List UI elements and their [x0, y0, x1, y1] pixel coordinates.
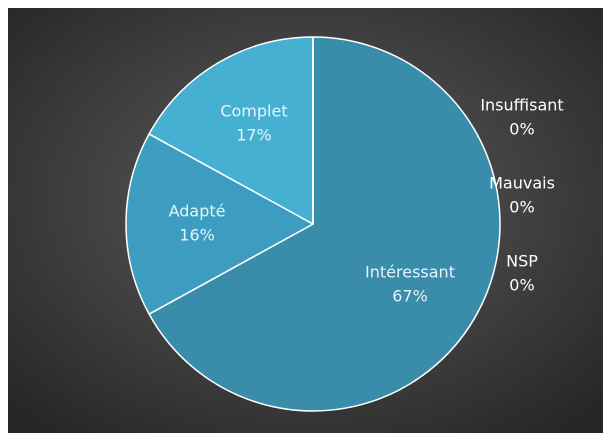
pie-slice [148, 36, 501, 412]
slice-value-label: 67% [392, 287, 428, 306]
slice-label: NSP [506, 252, 538, 271]
slice-value-label: 0% [509, 198, 534, 217]
slice-label: Insuffisant [480, 96, 563, 115]
slice-label: Intéressant [365, 263, 455, 282]
slice-label: Complet [220, 102, 287, 121]
slice-label: Mauvais [489, 174, 555, 193]
slice-value-label: 17% [236, 126, 272, 145]
pie-slice [148, 36, 314, 225]
pie-slice [125, 133, 314, 315]
slice-value-label: 0% [509, 276, 534, 295]
slice-value-label: 0% [509, 120, 534, 139]
slice-label: Adapté [169, 202, 226, 221]
slice-value-label: 16% [179, 226, 215, 245]
